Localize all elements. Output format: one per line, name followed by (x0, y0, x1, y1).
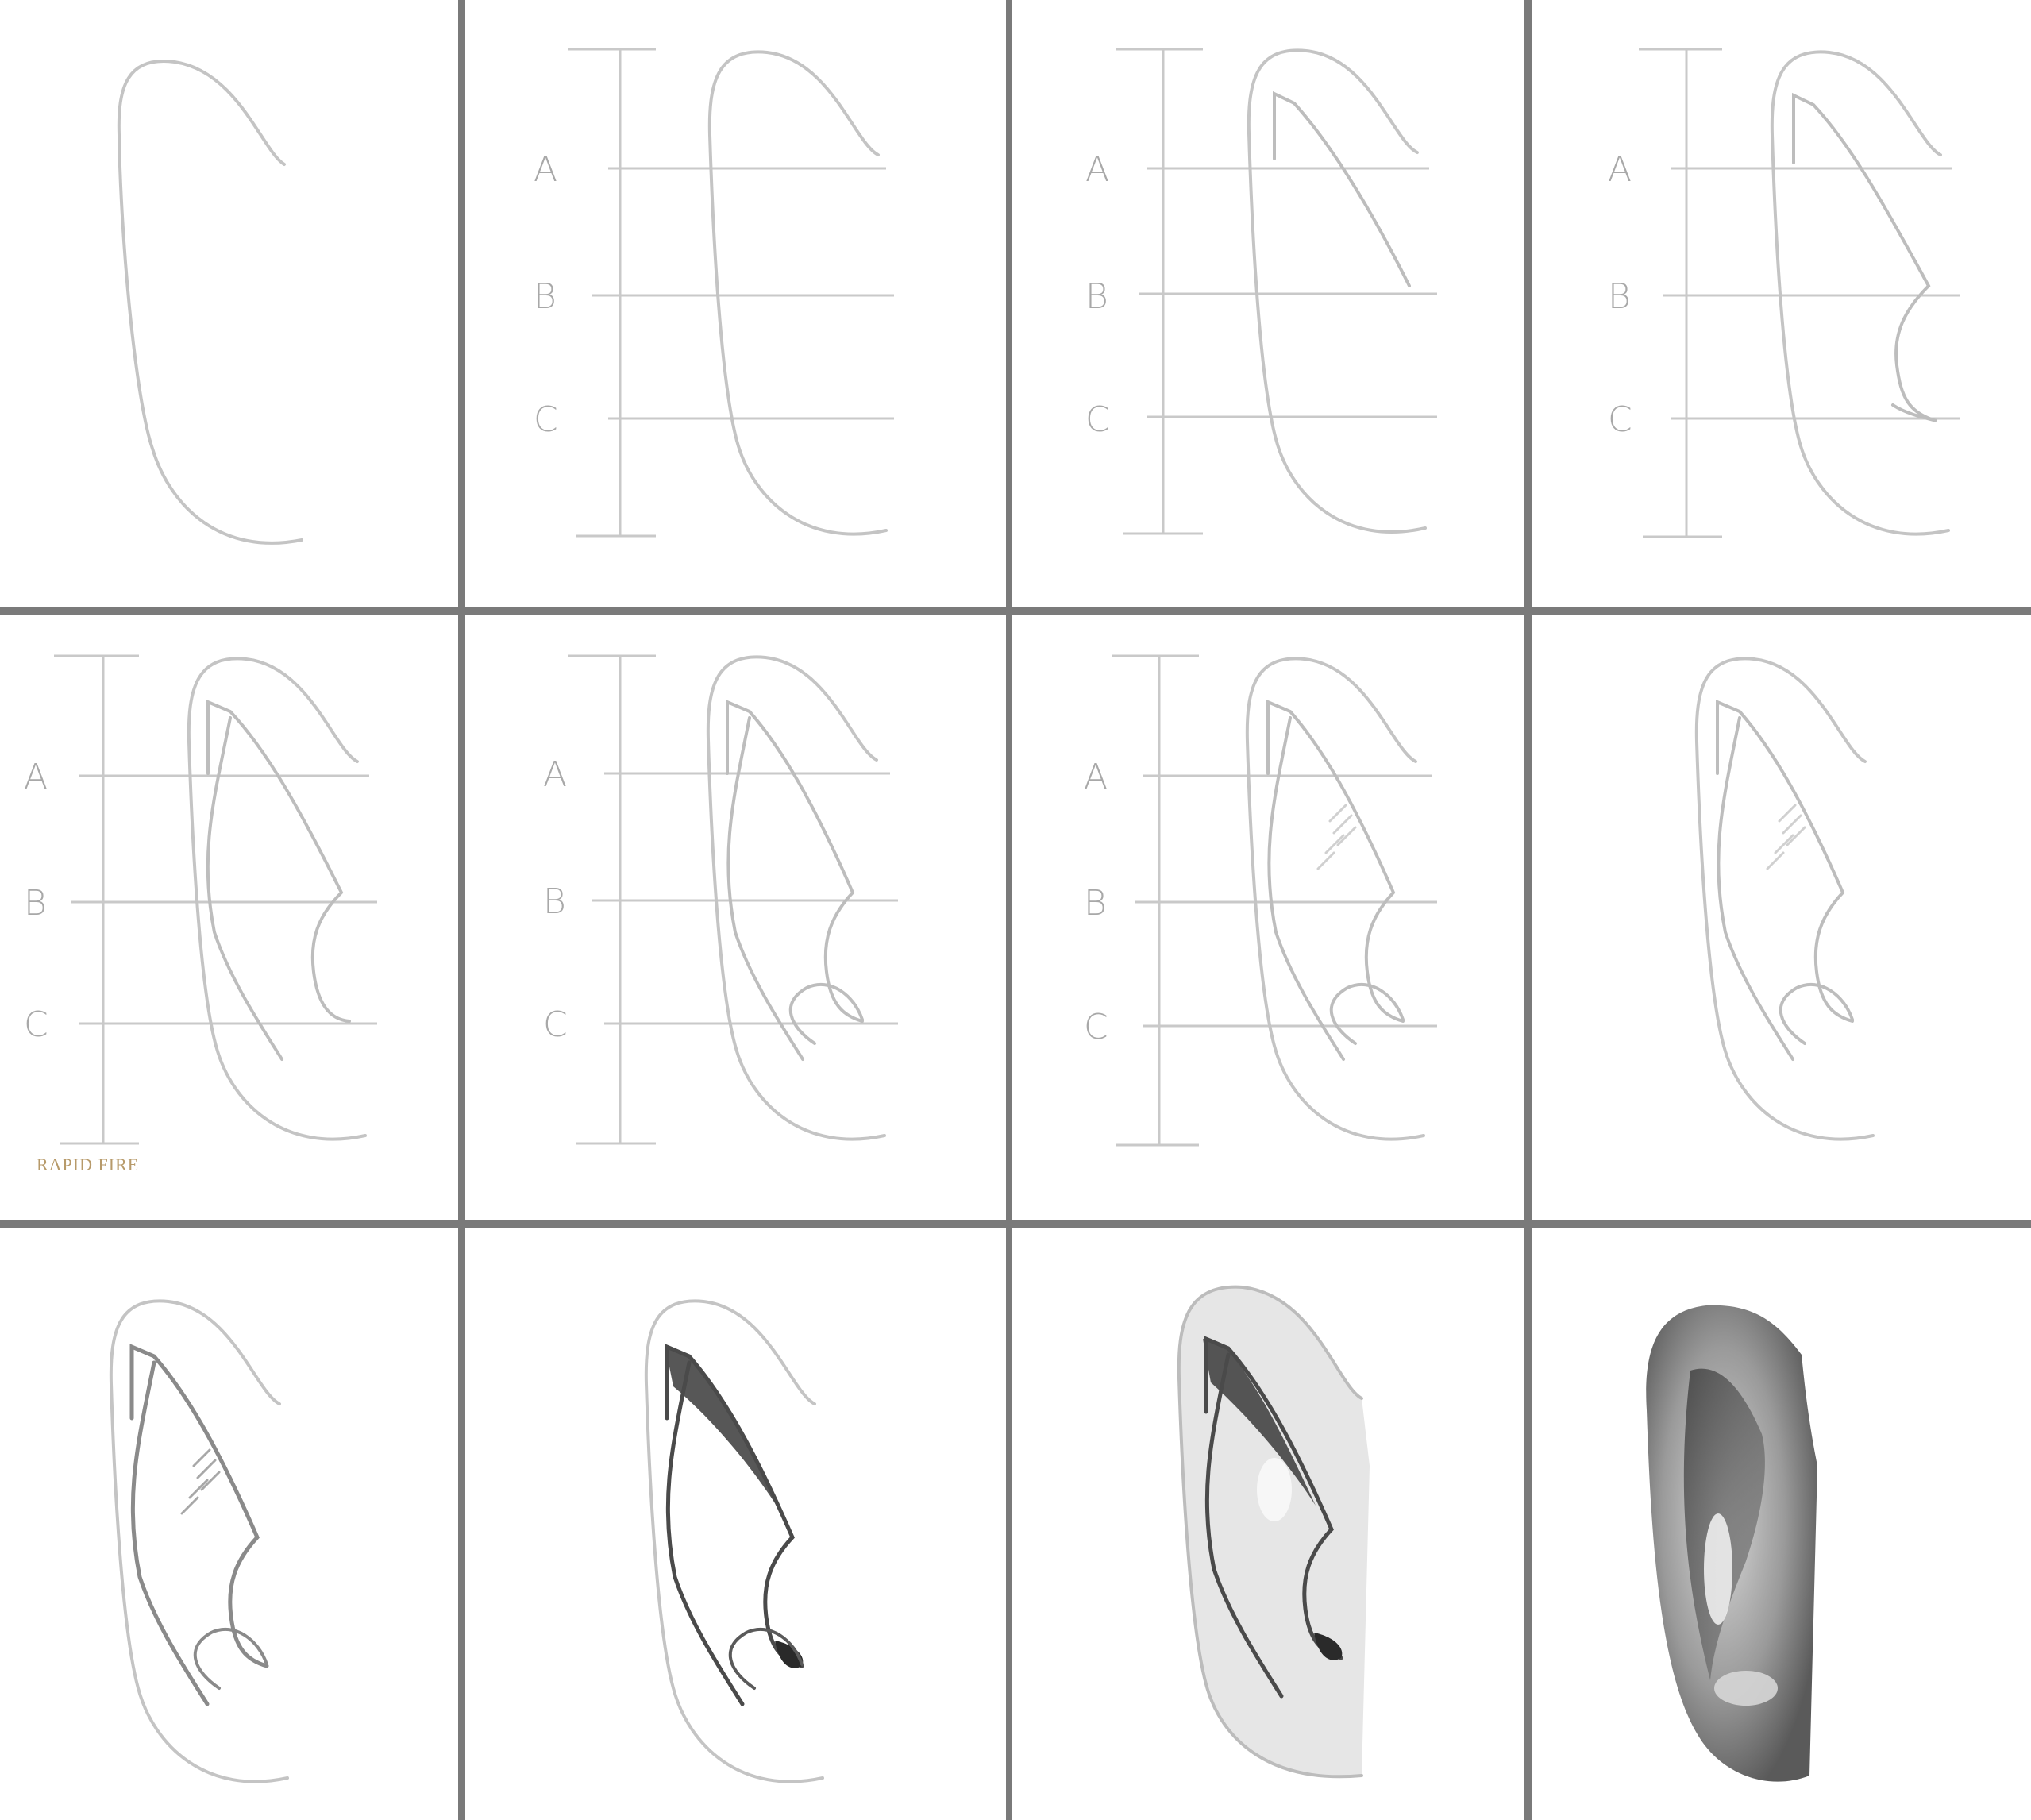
label-b: B (1608, 276, 1631, 317)
outer-ear-curve (1177, 1285, 1363, 1779)
step-1-panel (0, 0, 458, 607)
step-8-panel (1532, 615, 2031, 1220)
step-3-drawing: A B C (1085, 48, 1437, 535)
antihelix-line (726, 699, 864, 1061)
outer-ear-curve (1247, 48, 1427, 534)
outer-ear-curve (117, 59, 303, 545)
helix-inner-line (1792, 92, 1937, 422)
tragus-shadow (1314, 1633, 1343, 1660)
label-c: C (1608, 399, 1632, 440)
guide-lines (54, 654, 377, 1145)
step-2-drawing: A B C (534, 48, 894, 538)
label-a: A (534, 149, 557, 190)
rapid-fire-logo: RAPID FIRE (37, 1155, 139, 1174)
antihelix-dark-line (129, 1344, 269, 1706)
outer-ear-curve (1245, 657, 1425, 1141)
tragus-line (788, 982, 864, 1045)
step-11-drawing (1177, 1285, 1370, 1779)
step-1-drawing (117, 59, 303, 545)
antihelix-dark-line (1204, 1336, 1343, 1699)
label-c: C (1084, 1007, 1108, 1047)
guide-lines (1639, 48, 1960, 538)
final-lobe-highlight (1714, 1671, 1778, 1706)
label-c: C (543, 1004, 568, 1045)
step-10-drawing (644, 1299, 824, 1783)
step-10-panel (465, 1228, 1006, 1820)
step-5-panel: A B C RAPID FIRE (0, 615, 458, 1220)
outer-ear-curve (644, 1299, 824, 1783)
outer-ear-curve (1694, 657, 1875, 1141)
label-b: B (1085, 276, 1108, 317)
tragus-line (1779, 982, 1854, 1045)
step-9-drawing (109, 1299, 289, 1783)
label-c: C (534, 399, 558, 440)
ridge-marks (180, 1448, 221, 1515)
ridge-marks (1766, 804, 1806, 870)
step-8-drawing (1694, 657, 1875, 1141)
label-a: A (543, 754, 567, 795)
ear-tone-fill (1178, 1286, 1370, 1777)
label-b: B (534, 276, 557, 317)
helix-shadow (665, 1347, 777, 1506)
step-4-panel: A B C (1532, 0, 2031, 607)
step-4-drawing: A B C (1608, 48, 1960, 538)
label-b: B (1084, 883, 1107, 923)
label-a: A (1608, 149, 1632, 190)
label-c: C (1085, 399, 1110, 440)
step-7-panel: A B C (1012, 615, 1524, 1220)
final-antihelix-highlight (1704, 1513, 1732, 1625)
step-11-panel (1012, 1228, 1524, 1820)
guide-lines (1116, 48, 1437, 535)
ridge-highlight (1257, 1458, 1292, 1521)
tragus-line (1329, 982, 1405, 1045)
label-b: B (543, 881, 566, 922)
outer-ear-curve (707, 50, 888, 536)
step-9-panel (0, 1228, 458, 1820)
guide-lines (568, 654, 898, 1145)
helix-inner-line (1273, 91, 1411, 287)
step-6-panel: A B C (465, 615, 1006, 1220)
outer-ear-curve (187, 657, 367, 1141)
outer-ear-curve (706, 655, 886, 1141)
helix-shadow (1203, 1339, 1316, 1506)
label-c: C (24, 1004, 48, 1045)
step-12-drawing (1646, 1305, 1817, 1782)
outer-ear-curve (1770, 50, 1950, 536)
antihelix-line (1716, 699, 1854, 1061)
antihelix-dark-line (665, 1344, 804, 1706)
label-b: B (24, 883, 47, 923)
step-7-drawing: A B C (1084, 654, 1437, 1147)
step-2-panel: A B C (465, 0, 1006, 607)
ridge-marks (1316, 804, 1357, 870)
label-a: A (1085, 149, 1109, 190)
antihelix-line (1266, 699, 1405, 1061)
outer-ear-curve (109, 1299, 289, 1783)
step-6-drawing: A B C (543, 654, 898, 1145)
step-5-drawing: A B C RAPID FIRE (24, 654, 377, 1174)
step-3-panel: A B C (1012, 0, 1524, 607)
tragus-shadow (775, 1641, 804, 1668)
step-12-panel (1532, 1228, 2031, 1820)
label-a: A (24, 757, 48, 797)
antihelix-line (206, 699, 351, 1061)
tragus-line (193, 1627, 268, 1690)
tragus-line (728, 1627, 804, 1690)
guide-lines (568, 48, 894, 538)
label-a: A (1084, 757, 1108, 797)
